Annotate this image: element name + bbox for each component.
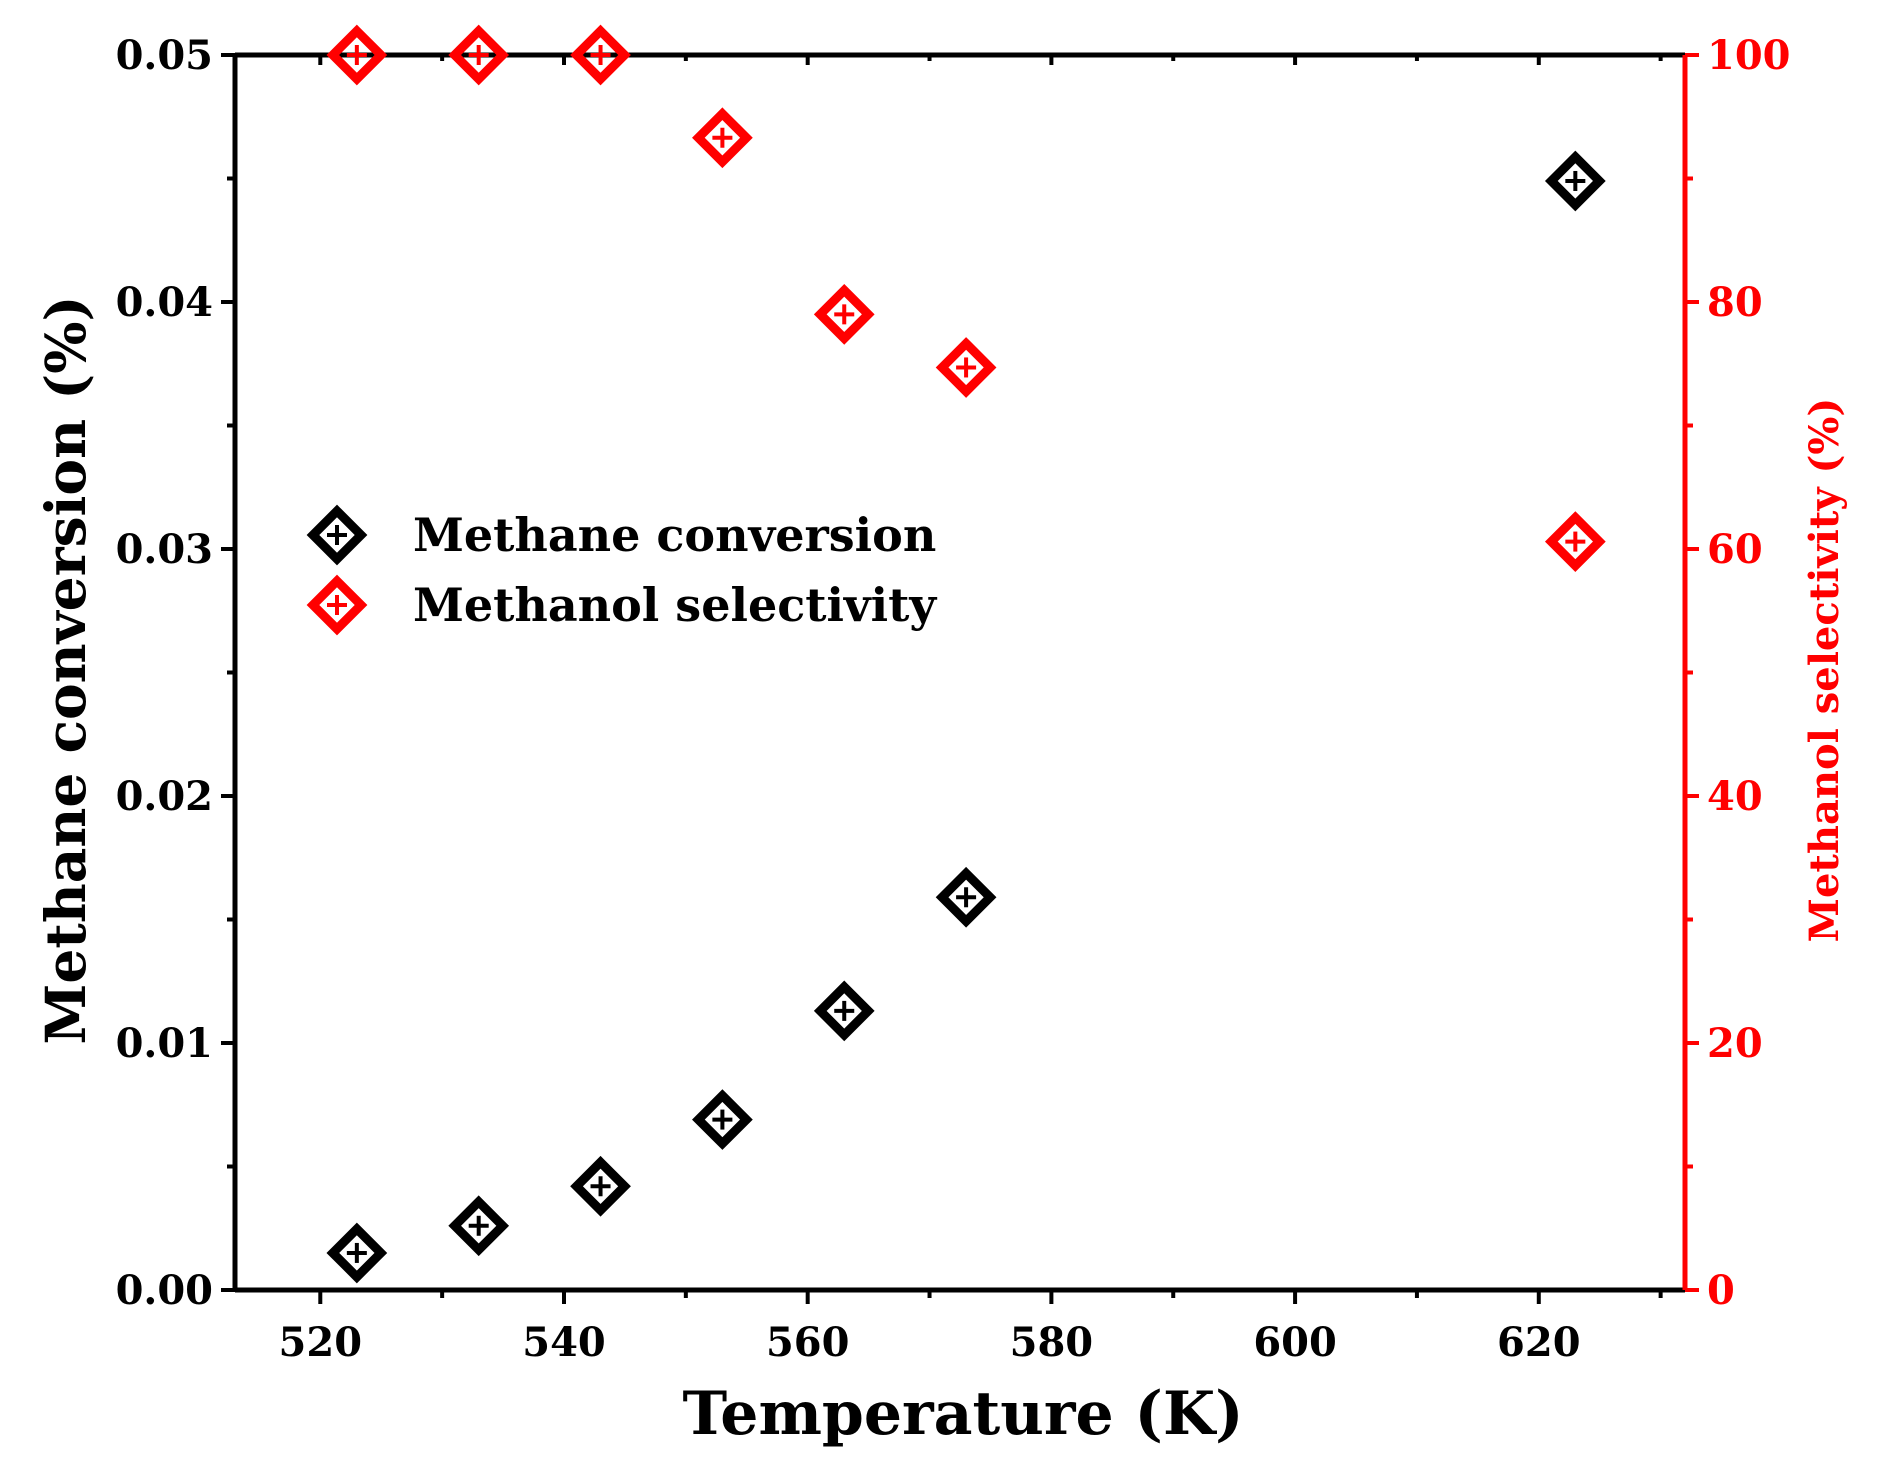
conversion-point-diamond	[935, 866, 997, 928]
y-left-tick-label: 0.03	[116, 526, 213, 573]
legend-label: Methane conversion	[413, 508, 936, 562]
conversion-point-diamond	[813, 980, 875, 1042]
selectivity-point-diamond	[813, 283, 875, 345]
selectivity-point	[692, 107, 753, 169]
selectivity-point	[326, 24, 388, 86]
x-tick-label: 540	[522, 1319, 606, 1366]
y-axis-label-right: Methanol selectivity (%)	[1801, 398, 1848, 943]
legend-label: Methanol selectivity	[413, 578, 937, 632]
y-right-tick-label: 40	[1707, 773, 1763, 820]
y-right-tick-label: 100	[1707, 32, 1791, 79]
x-axis-label: Temperature (K)	[683, 1379, 1244, 1449]
selectivity-point-diamond	[326, 24, 388, 86]
conversion-point	[570, 1155, 631, 1217]
y-right-tick-label: 60	[1707, 526, 1763, 573]
selectivity-point-diamond	[1544, 511, 1606, 572]
y-left-tick-label: 0.00	[116, 1267, 213, 1314]
selectivity-point	[935, 337, 997, 398]
conversion-point-diamond	[570, 1155, 631, 1217]
conversion-point	[813, 980, 875, 1042]
y-left-tick-label: 0.05	[116, 32, 213, 79]
x-tick-label: 600	[1253, 1319, 1337, 1366]
y-right-tick-label: 20	[1707, 1020, 1763, 1067]
legend-marker	[306, 574, 368, 636]
selectivity-point	[813, 283, 875, 345]
selectivity-point-diamond	[448, 24, 510, 86]
y-axis-label-left: Methane conversion (%)	[33, 295, 98, 1044]
x-tick-label: 560	[766, 1319, 850, 1366]
conversion-point	[935, 866, 997, 928]
y-right-tick-label: 0	[1707, 1267, 1735, 1314]
selectivity-point-diamond	[935, 337, 997, 398]
y-right-tick-label: 80	[1707, 279, 1763, 326]
conversion-point-diamond	[692, 1089, 753, 1150]
x-tick-label: 520	[279, 1319, 363, 1366]
conversion-point-diamond	[326, 1222, 388, 1284]
y-left-tick-label: 0.04	[116, 279, 213, 326]
x-tick-label: 580	[1010, 1319, 1094, 1366]
axes-layer: 520 540 560 580 600 6200.000.010.020.030.040.…	[116, 32, 1791, 1366]
legend-marker-diamond	[306, 574, 368, 636]
conversion-point-diamond	[1544, 150, 1606, 212]
x-tick-label: 620	[1497, 1319, 1581, 1366]
conversion-point-diamond	[448, 1195, 510, 1257]
conversion-point	[326, 1222, 388, 1284]
y-left-tick-label: 0.01	[116, 1020, 213, 1067]
selectivity-point	[448, 24, 510, 86]
conversion-point	[448, 1195, 510, 1257]
conversion-point	[692, 1089, 753, 1150]
legend-marker-diamond	[306, 504, 368, 566]
selectivity-point-diamond	[692, 107, 753, 169]
legend-marker	[306, 504, 368, 566]
y-left-tick-label: 0.02	[116, 773, 213, 820]
legend: Methane conversion Methanol selectivity	[306, 504, 937, 636]
selectivity-point	[1544, 511, 1606, 572]
selectivity-point-diamond	[570, 24, 631, 86]
marks-layer	[326, 24, 1606, 1284]
selectivity-point	[570, 24, 631, 86]
conversion-point	[1544, 150, 1606, 212]
